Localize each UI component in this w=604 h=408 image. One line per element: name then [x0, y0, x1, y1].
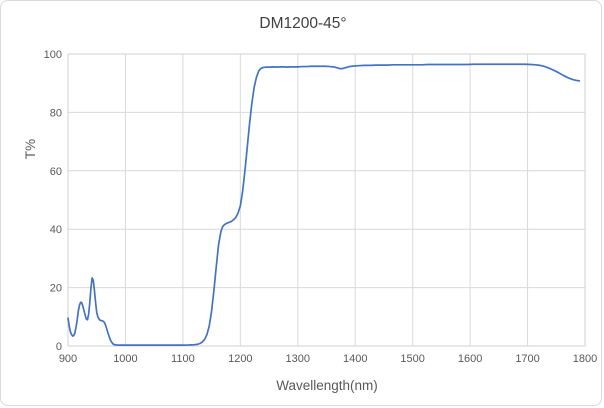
y-tick-label: 80 — [50, 107, 62, 119]
x-tick-label: 1800 — [573, 353, 597, 365]
transmission-curve — [67, 63, 581, 346]
x-tick-label: 1100 — [171, 353, 195, 365]
y-tick-labels: 0 20 40 60 80 100 — [44, 49, 62, 353]
chart-title: DM1200-45° — [259, 15, 346, 32]
y-tick-label: 20 — [50, 283, 62, 295]
x-tick-label: 1600 — [458, 353, 482, 365]
x-tick-label: 1500 — [400, 353, 424, 365]
y-tick-label: 0 — [56, 341, 62, 353]
x-tick-labels: 900 1000 1100 1200 1300 1400 1500 1600 1700 1800 — [59, 353, 597, 365]
plot-border — [67, 53, 586, 347]
y-tick-label: 40 — [50, 224, 62, 236]
gridlines — [67, 53, 586, 347]
x-tick-label: 900 — [59, 353, 77, 365]
y-axis-title: T% — [23, 139, 38, 159]
x-axis-title: Wavellength(nm) — [276, 378, 378, 393]
x-tick-label: 1400 — [343, 353, 367, 365]
x-tick-label: 1200 — [228, 353, 252, 365]
x-tick-label: 1300 — [286, 353, 310, 365]
x-tick-label: 1700 — [515, 353, 539, 365]
y-tick-label: 60 — [50, 166, 62, 178]
x-tick-label: 1000 — [113, 353, 137, 365]
y-tick-label: 100 — [44, 49, 62, 61]
